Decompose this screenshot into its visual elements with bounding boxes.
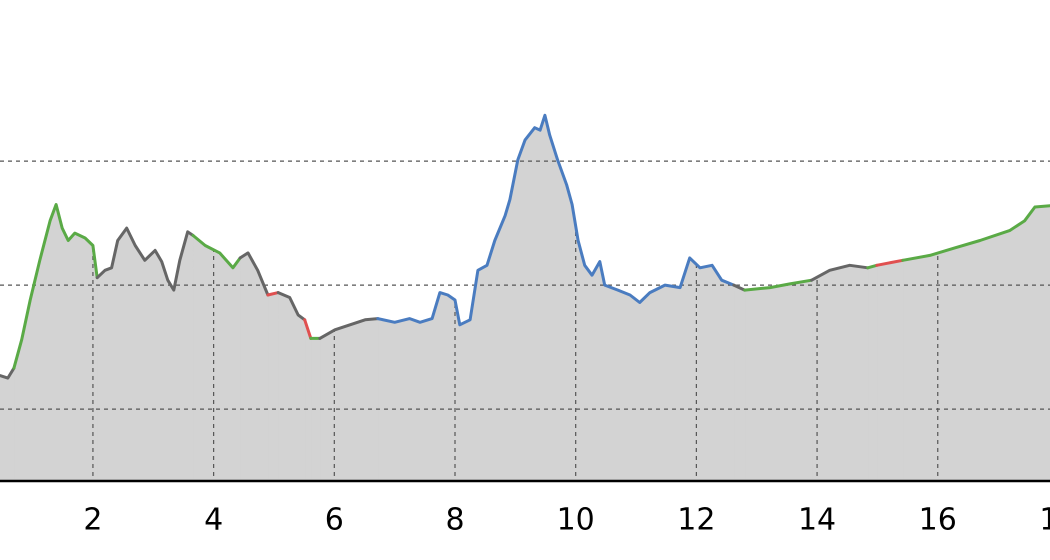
- elevation-line: [743, 278, 814, 292]
- x-tick-label: 6: [325, 503, 344, 538]
- x-tick-label: 18: [1039, 503, 1050, 538]
- area-fill: [867, 264, 878, 482]
- area-fill: [876, 259, 904, 482]
- area-fill: [310, 337, 321, 482]
- elevation-line: [732, 283, 747, 292]
- x-tick-label: 4: [204, 503, 223, 538]
- elevation-line: [376, 113, 736, 327]
- x-tick-label: 16: [919, 503, 957, 538]
- elevation-line: [901, 204, 1050, 262]
- x-tick-label: 2: [83, 503, 102, 538]
- area-fill: [192, 234, 241, 482]
- area-fill: [0, 366, 15, 482]
- elevation-line: [0, 366, 16, 380]
- elevation-line: [12, 203, 99, 370]
- area-fill: [377, 113, 735, 482]
- area-fill: [902, 205, 1050, 482]
- area-fill: [13, 202, 98, 482]
- x-tick-label: 10: [557, 503, 595, 538]
- area-fill: [277, 291, 306, 482]
- area-fill: [811, 264, 869, 482]
- elevation-line: [238, 251, 270, 297]
- elevation-line: [95, 226, 195, 292]
- elevation-line: [303, 318, 313, 340]
- x-tick-label: 8: [445, 503, 464, 538]
- elevation-line: [191, 234, 242, 270]
- x-tick-label: 14: [798, 503, 836, 538]
- elevation-line: [866, 263, 879, 270]
- x-tick-label: 12: [677, 503, 715, 538]
- area-fill: [319, 318, 379, 482]
- elevation-line: [266, 291, 280, 297]
- area-fill: [267, 291, 279, 482]
- elevation-line: [276, 291, 307, 322]
- area-fill: [744, 279, 813, 482]
- elevation-line: [875, 258, 905, 267]
- elevation-line: [318, 317, 380, 340]
- area-fill: [733, 284, 746, 482]
- area-fill: [304, 319, 312, 482]
- elevation-line: [810, 263, 870, 282]
